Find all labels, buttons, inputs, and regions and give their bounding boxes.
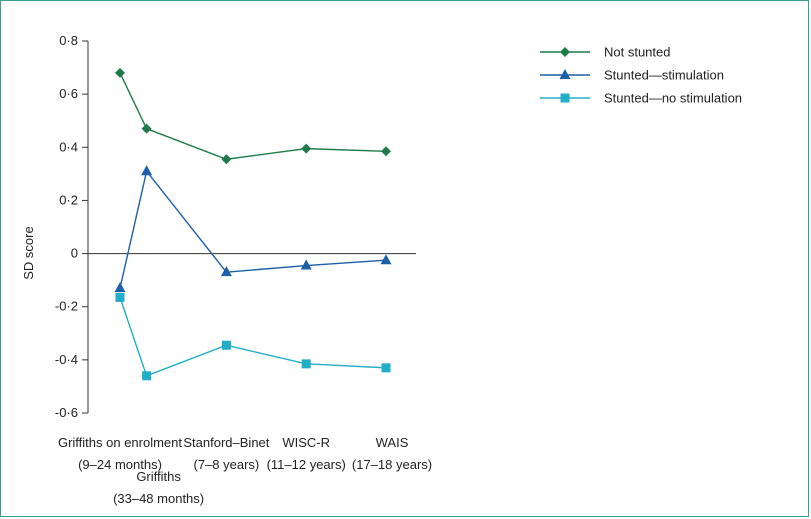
x-category-label: (17–18 years) <box>352 457 432 472</box>
legend-item: Not stunted <box>540 45 671 60</box>
data-point <box>300 259 312 270</box>
data-point <box>220 266 232 277</box>
data-point <box>141 165 153 176</box>
legend-label: Stunted—stimulation <box>604 68 724 83</box>
x-category-labels: Griffiths on enrolment (9–24 months)Griff… <box>58 435 432 506</box>
x-category-label: WISC-R <box>282 435 330 450</box>
legend-label: Not stunted <box>604 45 671 60</box>
data-point <box>301 143 312 154</box>
series-line <box>119 169 387 289</box>
y-tick-label: 0·2 <box>59 192 78 207</box>
data-point <box>114 282 126 293</box>
series-group <box>114 67 392 381</box>
data-point <box>115 67 125 78</box>
data-point <box>301 359 311 369</box>
legend-marker <box>560 93 570 103</box>
x-category-label: Griffiths on enrolment <box>58 435 182 450</box>
legend-item: Stunted—stimulation <box>540 68 724 83</box>
legend-marker <box>560 47 570 57</box>
x-category-label: (11–12 years) <box>267 457 346 472</box>
data-point <box>380 254 392 265</box>
y-tick-label: 0·4 <box>59 139 78 154</box>
y-tick-label: -0·4 <box>55 352 78 367</box>
data-point <box>142 371 152 381</box>
legend: Not stunted Stunted—stimulation Stunted—no… <box>540 45 742 106</box>
series-line <box>119 297 387 377</box>
data-point <box>381 146 391 157</box>
legend-marker <box>559 69 571 79</box>
x-category-label: WAIS <box>376 435 409 450</box>
series-stunted-stimulation <box>114 165 392 293</box>
y-tick-label: 0·6 <box>59 86 78 101</box>
data-point <box>141 123 152 134</box>
series-stunted-no-stimulation <box>115 292 391 381</box>
y-tick-label: -0·2 <box>55 299 78 314</box>
y-ticks: 0·8 0·6 0·4 0·2 0 -0·2 -0·4 -0·6 <box>55 33 88 420</box>
legend-item: Stunted—no stimulation <box>540 91 742 106</box>
legend-label: Stunted—no stimulation <box>604 91 742 106</box>
y-tick-label: -0·6 <box>55 405 78 420</box>
x-category-label: (33–48 months) <box>113 491 204 506</box>
x-category-label: Stanford–Binet <box>183 435 269 450</box>
data-point <box>381 363 391 373</box>
x-category-label: Griffiths <box>136 469 181 484</box>
x-category-label: (9–24 months) <box>78 457 162 472</box>
data-point <box>221 154 232 165</box>
series-not-stunted <box>115 67 391 165</box>
data-point <box>221 340 231 350</box>
data-point <box>115 292 125 302</box>
axes <box>87 41 416 413</box>
x-category-label: (7–8 years) <box>194 457 260 472</box>
series-line <box>119 72 387 160</box>
y-axis-title: SD score <box>21 226 36 279</box>
y-tick-label: 0·8 <box>59 33 78 48</box>
y-tick-label: 0 <box>71 246 78 261</box>
